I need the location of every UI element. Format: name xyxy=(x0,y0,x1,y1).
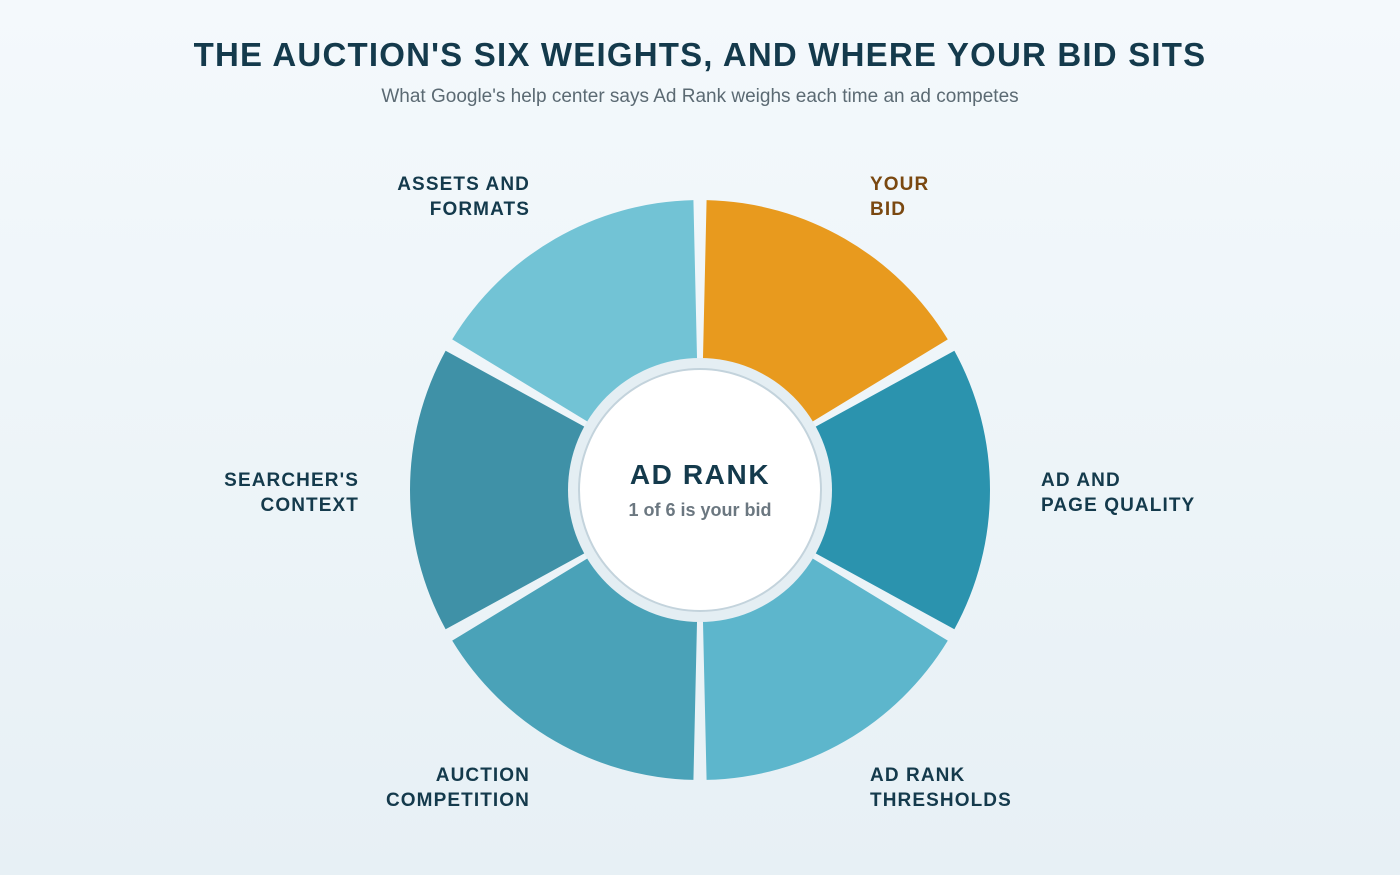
segment-your-bid xyxy=(702,200,948,424)
label-ad-page-quality-line2: PAGE QUALITY xyxy=(1041,495,1196,516)
label-ad-page-quality: AD AND PAGE QUALITY xyxy=(1041,468,1195,518)
label-auction-competition-line2: COMPETITION xyxy=(385,790,530,811)
wheel-segments xyxy=(410,200,990,780)
segment-ad-rank-thresholds xyxy=(702,556,948,780)
label-auction-competition: AUCTION COMPETITION xyxy=(386,763,530,813)
hub-title: AD RANK xyxy=(630,459,770,490)
label-searchers-context-line1: SEARCHER'S xyxy=(224,470,359,491)
segment-ad-page-quality xyxy=(812,350,990,630)
label-assets-formats-line2: FORMATS xyxy=(429,199,530,220)
label-auction-competition-line1: AUCTION xyxy=(435,765,530,786)
label-your-bid-line1: YOUR xyxy=(870,174,930,195)
page-subtitle: What Google's help center says Ad Rank w… xyxy=(381,86,1019,107)
label-assets-formats: ASSETS AND FORMATS xyxy=(397,172,530,222)
label-assets-formats-line1: ASSETS AND xyxy=(397,174,530,195)
segment-auction-competition xyxy=(452,556,698,780)
label-your-bid: YOUR BID xyxy=(870,172,929,222)
hub-circle xyxy=(578,368,822,612)
hub-subtitle: 1 of 6 is your bid xyxy=(628,500,771,520)
label-searchers-context: SEARCHER'S CONTEXT xyxy=(224,468,359,518)
label-ad-rank-thresholds-line2: THRESHOLDS xyxy=(870,790,1012,811)
page-title: THE AUCTION'S SIX WEIGHTS, AND WHERE YOU… xyxy=(193,36,1207,73)
label-ad-page-quality-line1: AD AND xyxy=(1041,470,1121,491)
segment-assets-formats xyxy=(452,200,698,424)
label-ad-rank-thresholds: AD RANK THRESHOLDS xyxy=(870,763,1012,813)
segment-searchers-context xyxy=(410,350,588,630)
label-your-bid-line2: BID xyxy=(870,199,907,220)
label-searchers-context-line2: CONTEXT xyxy=(260,495,359,516)
label-ad-rank-thresholds-line1: AD RANK xyxy=(870,765,966,786)
